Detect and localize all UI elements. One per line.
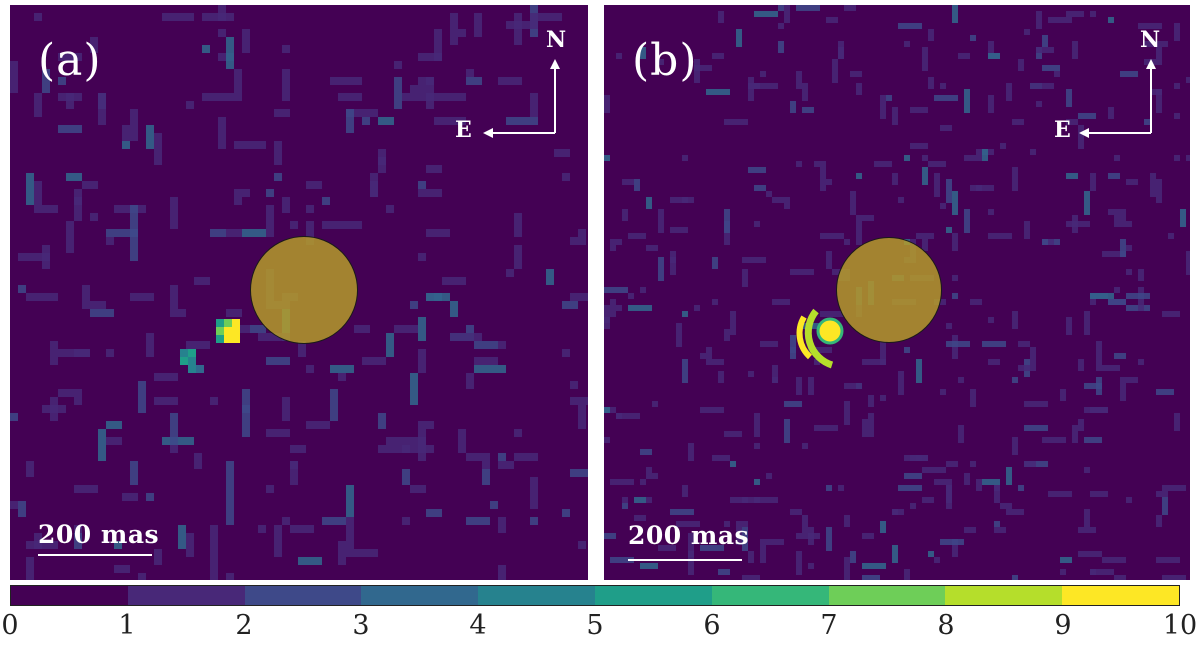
compass-arrows-icon — [1079, 59, 1156, 138]
colorbar-tick-label: 0 — [1, 610, 19, 641]
scale-bar-label: 200 mas — [628, 521, 750, 550]
colorbar-segment — [1062, 586, 1179, 605]
colorbar-segment — [594, 586, 712, 605]
panel-label: (b) — [632, 35, 698, 86]
scale-bar — [38, 554, 152, 556]
colorbar-segment — [945, 586, 1063, 605]
colorbar-segment — [361, 586, 479, 605]
colorbar-tick-label: 10 — [1162, 610, 1198, 641]
colorbar-tick-label: 6 — [703, 610, 721, 641]
colorbar-tick-label: 3 — [352, 610, 370, 641]
colorbar-segment — [127, 586, 245, 605]
coronagraph-mask-circle — [836, 237, 942, 343]
scale-bar — [628, 559, 742, 561]
colorbar-tick-label: 2 — [235, 610, 253, 641]
colorbar-segment — [11, 586, 128, 605]
colorbar-segment — [828, 586, 946, 605]
north-label: N — [546, 27, 567, 53]
detection-map-panel-a: (a) N E 200 mas — [10, 5, 588, 580]
east-label: E — [1054, 117, 1071, 143]
colorbar-segment — [244, 586, 362, 605]
panel-label: (a) — [38, 35, 102, 86]
coronagraph-mask-circle — [250, 236, 358, 344]
colorbar-ticks: 0 1 2 3 4 5 6 7 8 9 10 — [1, 610, 1197, 646]
snr-map-a — [10, 5, 588, 580]
colorbar-tick-label: 1 — [118, 610, 136, 641]
colorbar — [10, 585, 1180, 606]
east-label: E — [455, 117, 472, 143]
snr-map-b — [604, 5, 1190, 580]
north-label: N — [1140, 27, 1161, 53]
scale-bar-label: 200 mas — [38, 520, 160, 549]
detection-map-panel-b: (b) N E 200 mas — [604, 5, 1190, 580]
colorbar-tick-label: 4 — [469, 610, 487, 641]
colorbar-tick-label: 7 — [820, 610, 838, 641]
colorbar-tick-label: 5 — [586, 610, 604, 641]
colorbar-tick-label: 8 — [937, 610, 955, 641]
colorbar-tick-label: 9 — [1054, 610, 1072, 641]
compass-arrows-icon — [483, 59, 560, 138]
colorbar-segment — [711, 586, 829, 605]
colorbar-segment — [478, 586, 595, 605]
